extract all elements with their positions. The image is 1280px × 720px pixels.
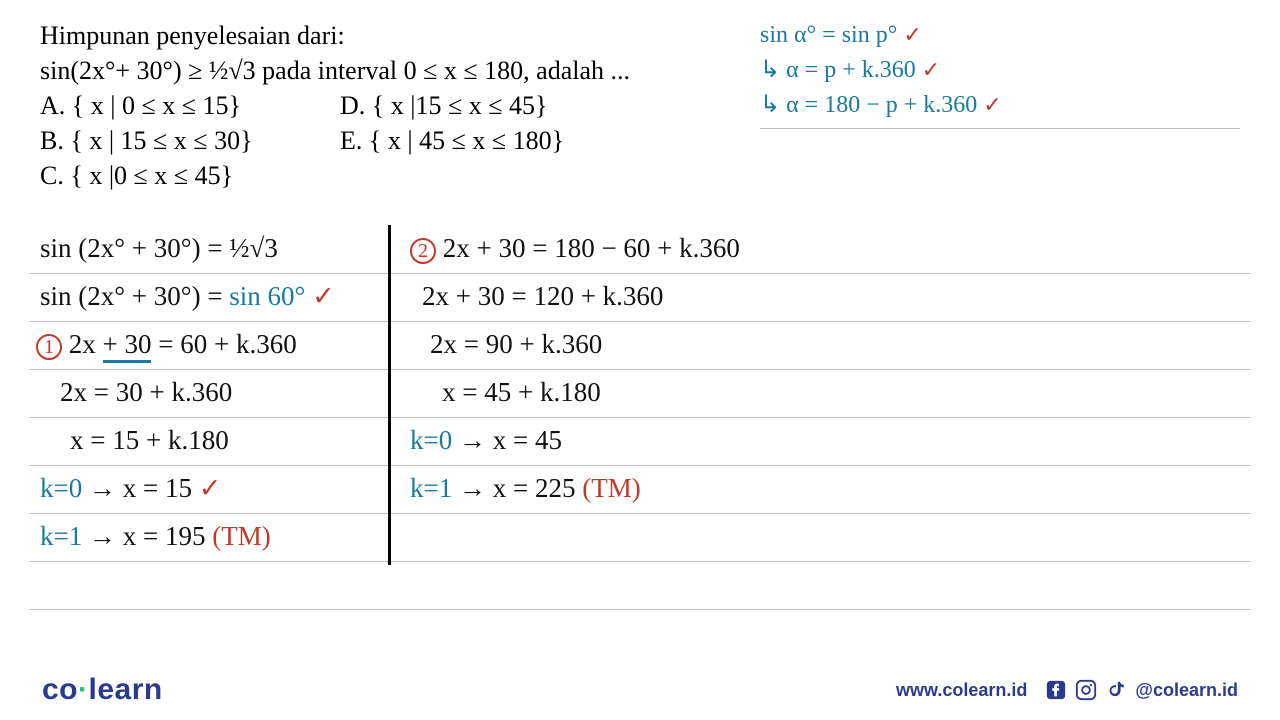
formula-line-3: α = 180 − p + k.360 xyxy=(786,92,977,118)
formula-notes: sin α° = sin p° ✓ ↳ α = p + k.360 ✓ ↳ α … xyxy=(760,18,1240,129)
work-left-2: sin (2x° + 30°) = sin 60° ✓ xyxy=(40,281,335,312)
divider xyxy=(760,128,1240,129)
work-right-2: 2x + 30 = 120 + k.360 xyxy=(422,281,663,312)
facebook-icon xyxy=(1045,679,1067,701)
ruled-line xyxy=(30,465,1250,466)
text: 2x + 30 = 180 − 60 + k.360 xyxy=(443,233,740,263)
step-number-1: 1 xyxy=(36,334,62,360)
formula-line-2: α = p + k.360 xyxy=(786,57,916,83)
work-left-1: sin (2x° + 30°) = ½√3 xyxy=(40,233,278,264)
social-icons: @colearn.id xyxy=(1045,679,1238,701)
work-right-3: 2x = 90 + k.360 xyxy=(430,329,602,360)
logo-text: co xyxy=(42,673,78,706)
work-right-4: x = 45 + k.180 xyxy=(442,377,601,408)
work-left-6: k=0 → x = 15 ✓ xyxy=(40,473,221,504)
vertical-divider xyxy=(388,225,391,565)
logo-text: learn xyxy=(89,673,163,706)
work-left-3: 1 2x + 30 = 60 + k.360 xyxy=(36,329,297,360)
worksheet: sin (2x° + 30°) = ½√3 sin (2x° + 30°) = … xyxy=(30,225,1250,605)
step-number-2: 2 xyxy=(410,238,436,264)
tm-label: (TM) xyxy=(212,521,270,551)
footer-right: www.colearn.id @colearn.id xyxy=(896,679,1238,701)
instagram-icon xyxy=(1075,679,1097,701)
option-a: A. { x | 0 ≤ x ≤ 15} xyxy=(40,88,340,123)
arrow-icon: ↳ xyxy=(760,57,780,83)
check-icon: ✓ xyxy=(312,281,335,311)
footer: co·learn www.colearn.id @colearn.id xyxy=(0,660,1280,720)
text: → x = 15 xyxy=(89,473,192,503)
text: → x = 195 xyxy=(89,521,205,551)
formula-line-1: sin α° = sin p° xyxy=(760,22,897,48)
text: sin (2x° + 30°) = ½√3 xyxy=(40,233,278,263)
k-value: k=0 xyxy=(40,473,89,503)
k-value: k=1 xyxy=(40,521,89,551)
identity: sin 60° xyxy=(229,281,305,311)
footer-url: www.colearn.id xyxy=(896,680,1027,701)
option-e: E. { x | 45 ≤ x ≤ 180} xyxy=(340,123,564,158)
ruled-line xyxy=(30,321,1250,322)
option-d: D. { x |15 ≤ x ≤ 45} xyxy=(340,88,547,123)
ruled-line xyxy=(30,609,1250,610)
ruled-line xyxy=(30,417,1250,418)
problem-title: Himpunan penyelesaian dari: xyxy=(40,18,630,53)
check-icon: ✓ xyxy=(199,473,222,503)
footer-handle: @colearn.id xyxy=(1135,680,1238,701)
check-icon: ✓ xyxy=(983,92,1001,117)
text: = 60 + k.360 xyxy=(151,329,296,359)
k-value: k=1 xyxy=(410,473,459,503)
text: → x = 225 xyxy=(459,473,575,503)
check-icon: ✓ xyxy=(903,22,921,47)
work-right-6: k=1 → x = 225 (TM) xyxy=(410,473,641,504)
ruled-line xyxy=(30,561,1250,562)
option-b: B. { x | 15 ≤ x ≤ 30} xyxy=(40,123,340,158)
problem-block: Himpunan penyelesaian dari: sin(2x°+ 30°… xyxy=(40,18,630,193)
ruled-line xyxy=(30,513,1250,514)
text: 2x xyxy=(69,329,103,359)
logo-dot: · xyxy=(78,673,89,706)
arrow-icon: ↳ xyxy=(760,92,780,118)
text: → x = 45 xyxy=(459,425,562,455)
ruled-line xyxy=(30,369,1250,370)
work-left-4: 2x = 30 + k.360 xyxy=(60,377,232,408)
option-c: C. { x |0 ≤ x ≤ 45} xyxy=(40,158,630,193)
k-value: k=0 xyxy=(410,425,459,455)
logo: co·learn xyxy=(42,673,163,707)
work-right-5: k=0 → x = 45 xyxy=(410,425,562,456)
work-right-1: 2 2x + 30 = 180 − 60 + k.360 xyxy=(410,233,740,264)
tiktok-icon xyxy=(1105,679,1127,701)
problem-expression: sin(2x°+ 30°) ≥ ½√3 pada interval 0 ≤ x … xyxy=(40,53,630,88)
work-left-7: k=1 → x = 195 (TM) xyxy=(40,521,271,552)
work-left-5: x = 15 + k.180 xyxy=(70,425,229,456)
tm-label: (TM) xyxy=(582,473,640,503)
text: sin (2x° + 30°) = xyxy=(40,281,229,311)
check-icon: ✓ xyxy=(922,57,940,82)
ruled-line xyxy=(30,273,1250,274)
text: + 30 xyxy=(103,329,152,363)
